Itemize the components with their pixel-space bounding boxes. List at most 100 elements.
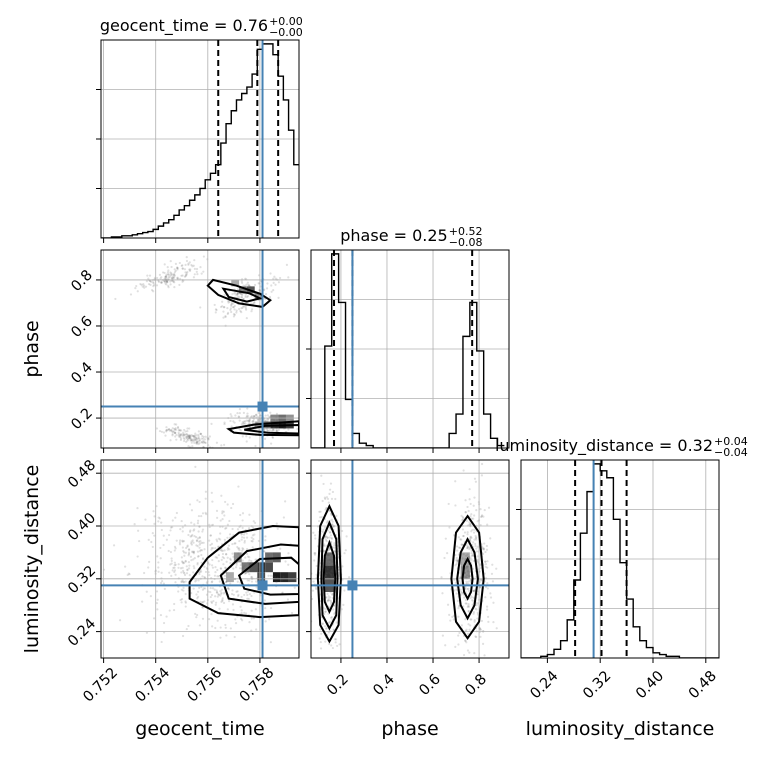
scatter-point	[186, 439, 189, 442]
scatter-point	[455, 559, 458, 562]
y-tick-label: 0.40	[65, 510, 99, 544]
scatter-point	[240, 533, 243, 536]
scatter-point	[236, 292, 239, 295]
scatter-point	[165, 281, 169, 284]
scatter-point	[226, 299, 230, 303]
scatter-point	[198, 550, 202, 553]
scatter-point	[331, 523, 334, 526]
scatter-point	[468, 574, 471, 578]
contour	[450, 514, 485, 640]
scatter-point	[328, 620, 331, 624]
scatter-point	[238, 415, 241, 419]
scatter-point	[246, 295, 250, 298]
scatter-point	[326, 536, 329, 540]
scatter-point	[239, 429, 243, 432]
scatter-point	[464, 599, 468, 602]
scatter-point	[226, 453, 228, 455]
x-tick-label: 0.48	[686, 668, 720, 702]
scatter-point	[186, 545, 189, 548]
scatter-point	[327, 559, 330, 562]
scatter-point	[170, 559, 173, 562]
scatter-point	[181, 561, 184, 564]
scatter-point	[248, 579, 251, 582]
scatter-point	[187, 445, 190, 448]
scatter-point	[239, 288, 242, 291]
scatter-point	[168, 429, 171, 432]
scatter-point	[472, 541, 475, 544]
scatter-point	[329, 616, 333, 619]
scatter-point	[165, 275, 168, 278]
scatter-point	[326, 561, 329, 564]
contours-luminosity_distance-phase	[316, 503, 485, 644]
scatter-point	[481, 642, 485, 646]
scatter-point	[479, 564, 482, 567]
scatter-point	[251, 540, 254, 543]
scatter-point	[466, 569, 470, 572]
scatter-point	[157, 566, 160, 569]
scatter-point	[209, 543, 212, 547]
scatter-point	[476, 520, 479, 523]
scatter-point	[475, 547, 478, 550]
scatter-point	[473, 538, 476, 541]
scatter-point	[219, 519, 222, 522]
scatter-point	[195, 434, 198, 437]
scatter-point	[319, 640, 322, 644]
scatter-point	[245, 548, 249, 551]
scatter-point	[220, 567, 223, 570]
scatter-point	[474, 480, 477, 483]
scatter-point	[232, 555, 235, 558]
scatter-point	[165, 430, 168, 433]
scatter-point	[277, 296, 280, 299]
scatter-point	[236, 545, 239, 549]
scatter-point	[246, 570, 249, 573]
contour	[316, 503, 342, 644]
scatter-point	[187, 552, 191, 556]
scatter-point	[219, 567, 222, 570]
scatter-point	[208, 539, 211, 542]
scatter-point	[192, 565, 195, 568]
scatter-point	[178, 434, 182, 437]
scatter-point	[329, 552, 332, 555]
scatter-point	[242, 422, 245, 425]
scatter-point	[204, 570, 208, 574]
scatter-point	[212, 599, 215, 603]
scatter-point	[469, 523, 472, 526]
scatter-point	[479, 628, 482, 631]
scatter-point	[467, 589, 471, 593]
scatter-point	[185, 627, 188, 631]
scatter-point	[151, 281, 155, 284]
scatter-point	[185, 433, 189, 436]
scatter-point	[231, 502, 235, 506]
scatter-point	[201, 558, 205, 561]
scatter-point	[330, 574, 333, 577]
scatter-point	[232, 608, 235, 612]
density-cell	[324, 552, 335, 566]
scatter-point	[492, 601, 495, 604]
scatter-point	[242, 565, 245, 568]
scatter-point	[143, 286, 146, 289]
scatter-point	[241, 519, 244, 522]
scatter-point	[257, 411, 260, 415]
scatter-point	[203, 548, 206, 551]
scatter-point	[175, 511, 178, 515]
scatter-point	[248, 419, 251, 422]
scatter-point	[464, 575, 467, 579]
histogram-title-luminosity_distance: luminosity_distance = 0.32 +0.04−0.04	[495, 435, 748, 459]
scatter-point	[473, 477, 477, 480]
scatter-point	[270, 284, 273, 287]
scatter-point	[226, 312, 229, 316]
scatter-point	[473, 514, 476, 517]
scatter-point	[330, 573, 333, 576]
scatter-point	[236, 590, 239, 593]
scatter-point	[198, 500, 201, 504]
scatter-point	[330, 497, 334, 500]
scatter-point	[441, 592, 444, 595]
scatter-point	[205, 581, 208, 584]
scatter-point	[320, 662, 322, 664]
scatter-point	[232, 315, 236, 318]
scatter-point	[239, 563, 243, 567]
scatter-point	[195, 593, 198, 596]
scatter-point	[163, 271, 166, 275]
scatter-point	[193, 273, 196, 276]
scatter-point	[172, 430, 175, 433]
